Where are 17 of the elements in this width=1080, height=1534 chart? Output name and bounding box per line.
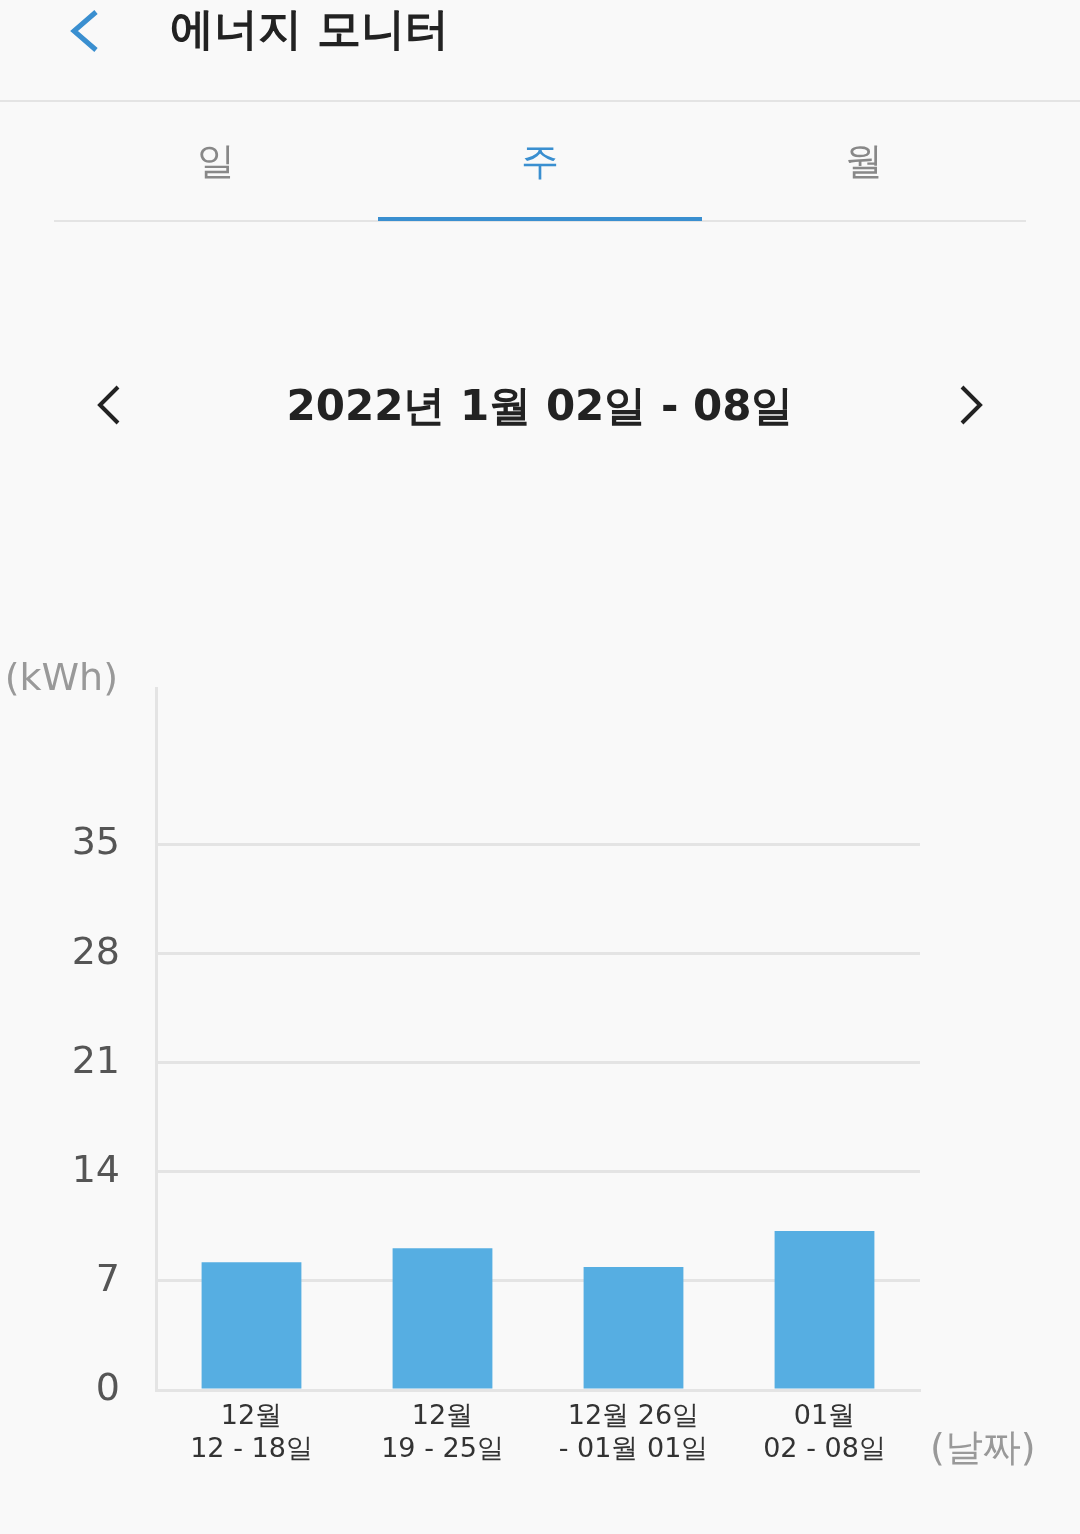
text: 주 xyxy=(520,138,560,185)
x-tick-label: 01월 02 - 08일 xyxy=(763,1399,886,1463)
chart-subtitle: 2022년 1월 02일 - 08일 xyxy=(285,380,795,432)
y-axis-title: (kWh) xyxy=(4,654,118,699)
x-tick-label: 12월 19 - 25일 xyxy=(381,1399,504,1463)
text: 일 xyxy=(196,138,236,185)
y-tick-label: 7 xyxy=(95,1255,120,1300)
x-axis-title: (날짜) xyxy=(930,1424,1036,1469)
y-tick-label: 35 xyxy=(71,819,120,864)
chart-title: 에너지 모니터 xyxy=(170,2,450,56)
y-tick-label: 21 xyxy=(71,1037,120,1082)
x-tick-label: 12월 12 - 18일 xyxy=(190,1399,313,1463)
text: 월 xyxy=(844,138,884,185)
y-tick-label: 0 xyxy=(95,1364,120,1409)
x-tick-label: 12월 26일 - 01월 01일 xyxy=(558,1399,709,1463)
y-tick-label: 28 xyxy=(71,928,120,973)
y-tick-label: 14 xyxy=(71,1146,120,1191)
